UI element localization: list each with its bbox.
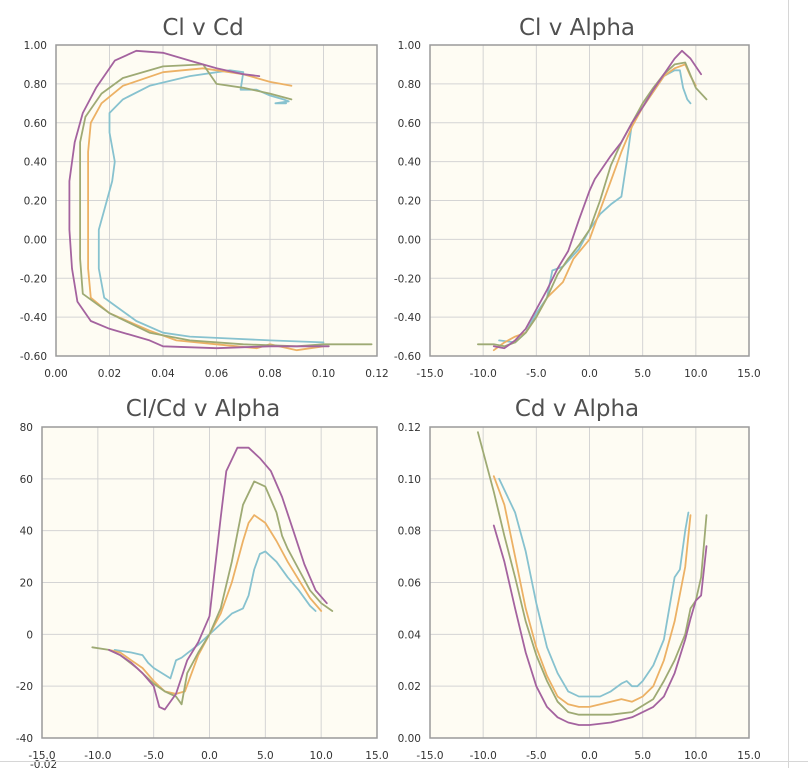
- y-tick-label: -20: [16, 681, 33, 693]
- y-tick-label: -0.20: [20, 273, 47, 285]
- page-bottom-edge: [0, 761, 808, 762]
- plot-frame: [429, 426, 750, 739]
- x-tick-label: 0.00: [44, 368, 67, 380]
- x-tick-label: 5.0: [634, 368, 651, 380]
- plot-frame: [429, 44, 750, 357]
- x-tick-label: -10.0: [84, 750, 111, 762]
- x-tick-label: -15.0: [416, 750, 443, 762]
- y-tick-label: -0.20: [394, 273, 421, 285]
- y-tick-label: 0.00: [398, 733, 421, 745]
- x-tick-label: 0.06: [205, 368, 229, 380]
- y-tick-label: 40: [20, 526, 33, 538]
- y-tick-label: 0.00: [398, 234, 421, 246]
- y-tick-label: -0.60: [394, 351, 421, 363]
- series-line-3: [476, 61, 708, 348]
- x-tick-label: 15.0: [737, 750, 760, 762]
- x-tick-label: 0.10: [312, 368, 335, 380]
- y-tick-label: 80: [20, 422, 33, 434]
- x-tick-label: -5.0: [526, 368, 547, 380]
- series-line-2: [108, 514, 323, 695]
- x-tick-label: 10.0: [684, 368, 707, 380]
- y-tick-label: 20: [20, 578, 33, 590]
- y-tick-label: 0.10: [398, 474, 421, 486]
- y-tick-label: 0: [26, 629, 33, 641]
- x-tick-label: 0.0: [581, 750, 598, 762]
- y-tick-label: 0.00: [24, 234, 47, 246]
- y-tick-label: 0.12: [398, 422, 421, 434]
- y-tick-label: 0.20: [398, 196, 421, 208]
- x-tick-label: 5.0: [634, 750, 651, 762]
- series-line-3: [476, 431, 708, 716]
- series-line-1: [113, 550, 317, 680]
- y-tick-label: 0.06: [398, 578, 422, 590]
- series-line-1: [498, 69, 692, 344]
- x-tick-label: 15.0: [365, 750, 388, 762]
- y-tick-label: -40: [16, 733, 33, 745]
- series-line-4: [492, 524, 708, 726]
- y-tick-label: 60: [20, 474, 33, 486]
- page-scrollbar-edge: [788, 0, 789, 768]
- series-line-4: [68, 49, 330, 350]
- chart-title: Cd v Alpha: [515, 396, 639, 422]
- y-tick-label: 0.40: [24, 157, 47, 169]
- x-tick-label: 0.04: [151, 368, 175, 380]
- y-tick-label: -0.40: [20, 312, 47, 324]
- y-tick-label: 0.40: [398, 157, 421, 169]
- x-tick-label: 0.08: [258, 368, 281, 380]
- y-tick-label: 0.02: [398, 681, 421, 693]
- series-line-3: [79, 63, 373, 348]
- y-tick-label: -0.60: [20, 351, 47, 363]
- clipped-tick-fragment: -0.02: [30, 759, 57, 768]
- plot-frame: [55, 44, 378, 357]
- chart-title: Cl v Cd: [162, 15, 243, 41]
- y-tick-label: 0.80: [398, 79, 421, 91]
- y-tick-label: 0.60: [24, 118, 47, 130]
- x-tick-label: 5.0: [257, 750, 274, 762]
- x-tick-label: 15.0: [737, 368, 760, 380]
- x-tick-label: -10.0: [470, 368, 497, 380]
- x-tick-label: -15.0: [416, 368, 443, 380]
- y-tick-label: 0.60: [398, 118, 421, 130]
- series-line-4: [108, 446, 328, 711]
- x-tick-label: 0.0: [201, 750, 218, 762]
- series-line-2: [492, 475, 692, 708]
- x-tick-label: -5.0: [526, 750, 547, 762]
- y-tick-label: 0.20: [24, 196, 47, 208]
- x-tick-label: 0.02: [98, 368, 121, 380]
- chart-title: Cl/Cd v Alpha: [126, 396, 281, 422]
- y-tick-label: 1.00: [398, 40, 421, 52]
- series-line-1: [498, 477, 690, 698]
- plot-frame: [41, 426, 378, 739]
- y-tick-label: 0.04: [398, 629, 422, 641]
- x-tick-label: 0.0: [581, 368, 598, 380]
- x-tick-label: 0.12: [365, 368, 388, 380]
- chart-title: Cl v Alpha: [519, 15, 635, 41]
- x-tick-label: 10.0: [684, 750, 707, 762]
- x-tick-label: 10.0: [309, 750, 332, 762]
- series-line-2: [87, 67, 325, 352]
- y-tick-label: 1.00: [24, 40, 47, 52]
- y-tick-label: 0.08: [398, 526, 421, 538]
- x-tick-label: -15.0: [28, 750, 55, 762]
- y-tick-label: -0.40: [394, 312, 421, 324]
- series-line-4: [492, 49, 702, 350]
- x-tick-label: -10.0: [470, 750, 497, 762]
- x-tick-label: -5.0: [143, 750, 164, 762]
- y-tick-label: 0.80: [24, 79, 47, 91]
